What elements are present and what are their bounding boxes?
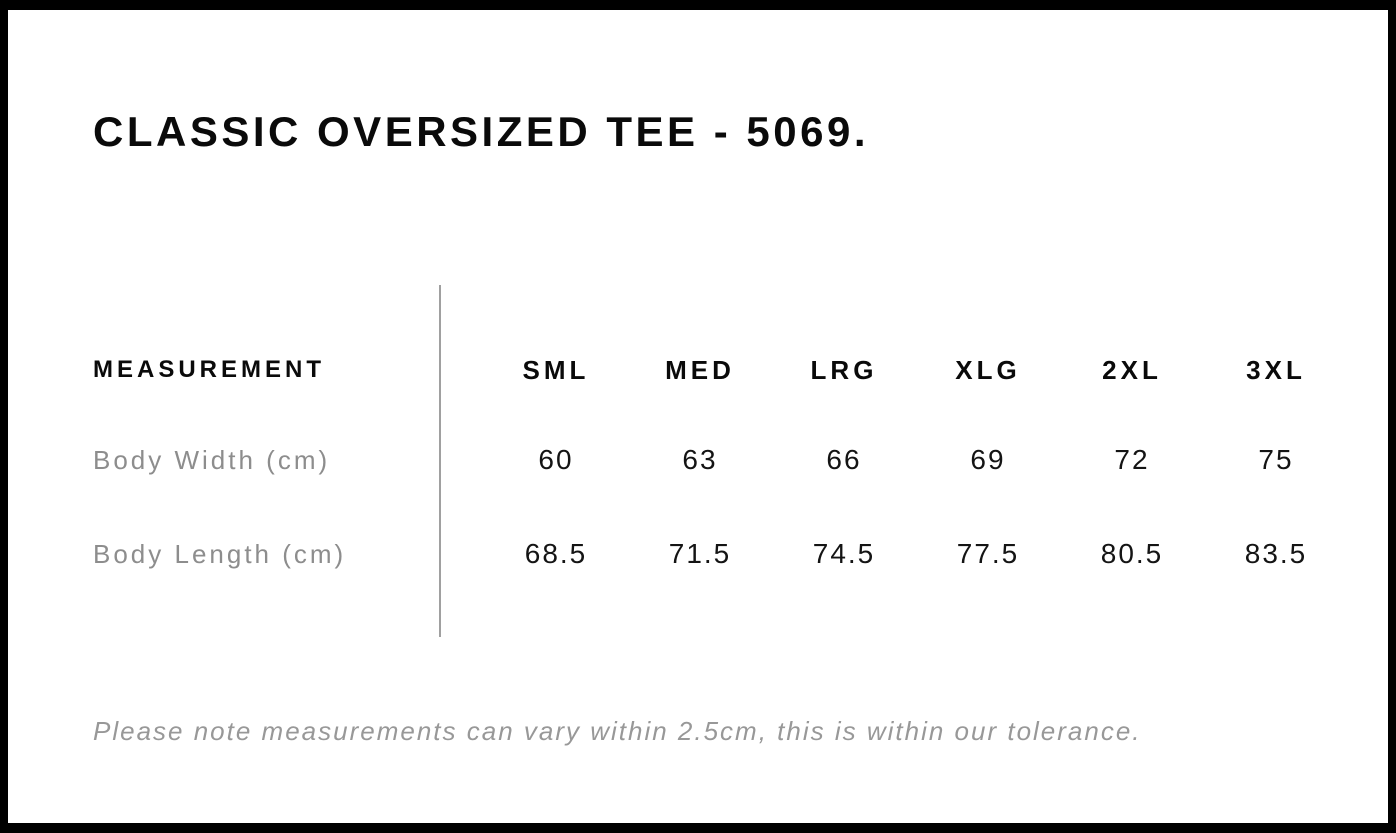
tolerance-note: Please note measurements can vary within… [93, 716, 1142, 746]
size-column-header-xlg: XLG [955, 354, 1021, 385]
body-width-value-3xl: 75 [1258, 444, 1294, 475]
body-width-values: 60 63 66 69 72 75 [440, 444, 1348, 476]
body-length-value-lrg: 74.5 [812, 538, 876, 569]
table-vertical-divider [439, 285, 441, 637]
body-width-value-lrg: 66 [826, 444, 862, 475]
body-width-value-xlg: 69 [970, 444, 1006, 475]
table-row-body-length: Body Length (cm) 68.5 71.5 74.5 77.5 80.… [93, 532, 1348, 576]
size-column-header-med: MED [665, 354, 735, 385]
body-width-value-med: 63 [682, 444, 718, 475]
body-length-values: 68.5 71.5 74.5 77.5 80.5 83.5 [440, 538, 1348, 570]
measurement-column-header: MEASUREMENT [93, 356, 326, 383]
body-length-value-2xl: 80.5 [1100, 538, 1164, 569]
size-column-header-2xl: 2XL [1102, 354, 1162, 385]
body-length-value-sml: 68.5 [524, 538, 588, 569]
size-table-header-row: MEASUREMENT SML MED LRG XLG 2XL 3XL [93, 348, 1348, 392]
size-header-cells: SML MED LRG XLG 2XL 3XL [440, 355, 1348, 386]
size-column-header-lrg: LRG [810, 354, 878, 385]
body-width-value-2xl: 72 [1114, 444, 1150, 475]
body-length-value-3xl: 83.5 [1244, 538, 1308, 569]
product-title: CLASSIC OVERSIZED TEE - 5069. [93, 108, 870, 155]
body-width-value-sml: 60 [538, 444, 574, 475]
row-label-body-length: Body Length (cm) [93, 538, 347, 569]
size-column-header-3xl: 3XL [1246, 354, 1306, 385]
body-length-value-xlg: 77.5 [956, 538, 1020, 569]
table-row-body-width: Body Width (cm) 60 63 66 69 72 75 [93, 438, 1348, 482]
row-label-body-width: Body Width (cm) [93, 444, 331, 475]
size-column-header-sml: SML [522, 354, 590, 385]
body-length-value-med: 71.5 [668, 538, 732, 569]
